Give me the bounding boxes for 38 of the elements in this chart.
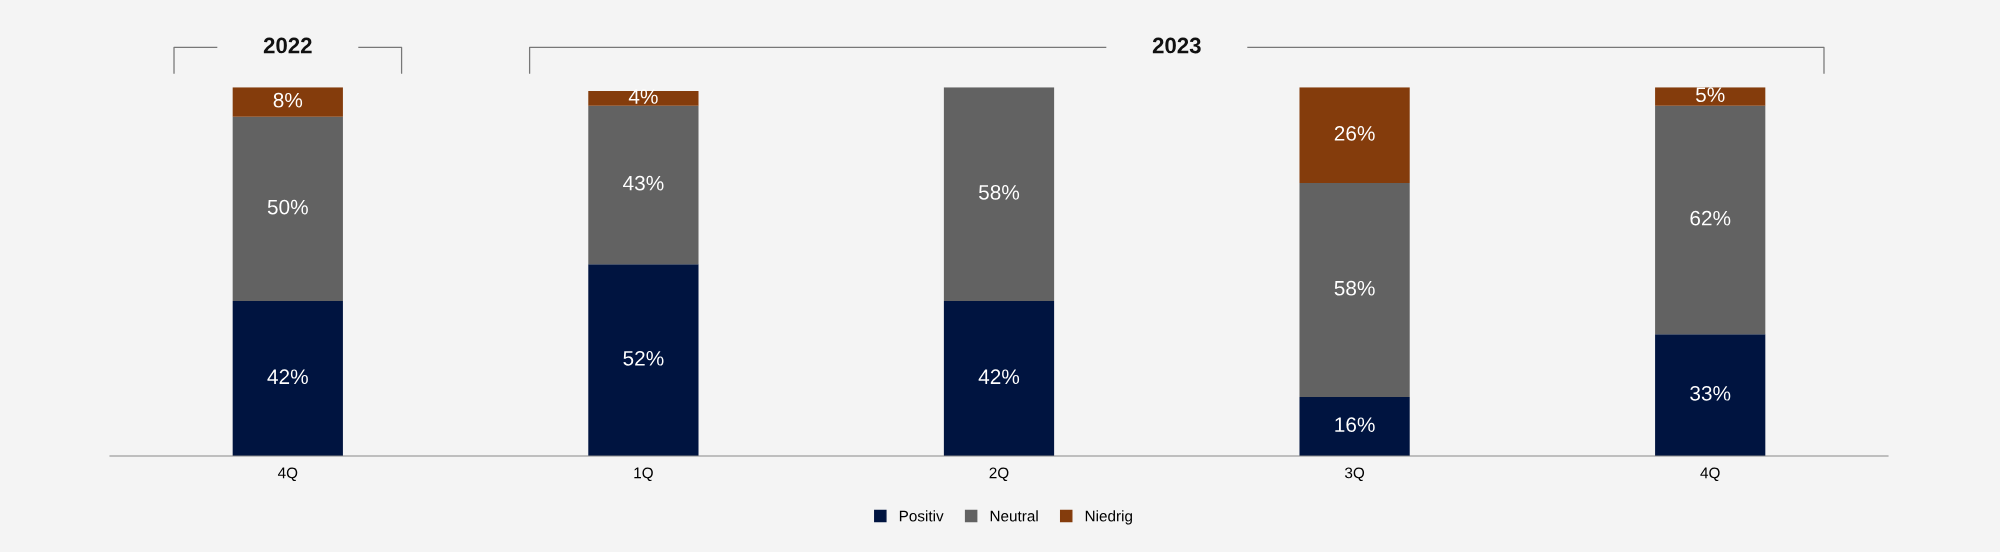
bar [232, 116, 343, 302]
legend-label: Niedrig [1085, 510, 1132, 525]
text: 2022 [263, 37, 312, 54]
x-tick-label: 2Q [989, 467, 1009, 482]
data-label: 43% [623, 175, 664, 191]
data-label: 4% [628, 89, 658, 104]
data-label: 62% [1690, 210, 1731, 226]
text: 2023 [1152, 37, 1201, 54]
bar [588, 264, 699, 456]
data-label: 26% [1334, 125, 1375, 141]
bar [1299, 87, 1410, 184]
bar [1655, 334, 1766, 456]
bar [1655, 105, 1766, 335]
legend-label: Neutral [990, 510, 1038, 522]
data-label: 58% [1334, 280, 1375, 296]
data-label: 42% [978, 369, 1020, 385]
bar [943, 87, 1055, 302]
bar [943, 301, 1055, 456]
bar [232, 87, 343, 117]
bar [1299, 183, 1410, 397]
bar [588, 90, 699, 106]
bar [232, 301, 343, 456]
data-label: 8% [273, 92, 303, 108]
bar [588, 105, 699, 265]
bar [1299, 396, 1410, 456]
x-tick-label: 1Q [634, 467, 653, 482]
data-label: 58% [978, 184, 1020, 200]
x-tick-label: 4Q [277, 467, 298, 482]
data-label: 42% [267, 369, 308, 385]
data-label: 16% [1335, 417, 1375, 433]
data-label: 5% [1695, 87, 1725, 103]
data-label: 50% [267, 199, 308, 215]
x-tick-label: 4Q [1700, 467, 1720, 482]
data-label: 52% [623, 350, 664, 366]
legend-label: Positiv [899, 510, 944, 522]
bar [1655, 87, 1766, 106]
x-tick-label: 3Q [1344, 467, 1365, 482]
data-label: 33% [1690, 385, 1731, 401]
